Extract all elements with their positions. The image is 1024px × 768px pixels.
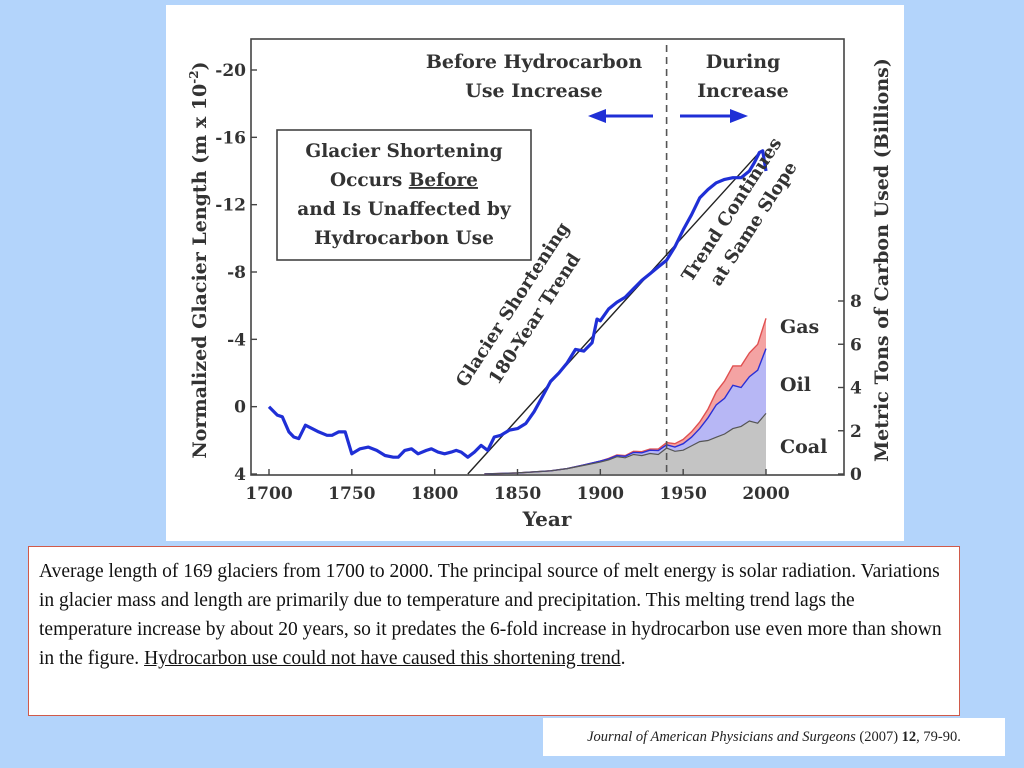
y-axis-left-label-close: ) <box>189 61 211 70</box>
y-right-tick-label: 4 <box>850 379 862 399</box>
chart-panel: 1700 1750 1800 1850 1900 1950 2000 -20 -16 -12 -8-… <box>166 5 904 541</box>
citation-volume: 12 <box>901 729 917 745</box>
tick-layer: 1700 1750 1800 1850 1900 1950 2000 -20 -16 -12 -8 -… <box>215 61 862 504</box>
coal-label: Coal <box>780 436 827 458</box>
x-tick-label: 2000 <box>742 484 789 504</box>
x-tick-label: 1900 <box>577 484 624 504</box>
glacier-line-layer <box>267 149 768 459</box>
plot-frame <box>250 38 845 476</box>
y-axis-left-label-main: Normalized Glacier Length (m x 10 <box>189 84 211 459</box>
y-right-tick-label: 8 <box>850 292 862 312</box>
y-left-tick-label: -4 <box>227 330 246 350</box>
box-line3: and Is Unaffected by <box>297 199 512 220</box>
glacier-length-line <box>267 149 768 459</box>
citation-pages: , 79-90. <box>916 729 961 745</box>
y-left-tick-label: -20 <box>215 61 246 81</box>
annotation-box <box>276 129 532 261</box>
citation-details: (2007) <box>855 729 902 745</box>
caption-box: Average length of 169 glaciers from 1700… <box>28 546 960 716</box>
y-right-tick-label: 2 <box>850 422 862 442</box>
box-line1: Glacier Shortening <box>305 141 502 162</box>
y-left-tick-label: 0 <box>234 398 246 418</box>
box-line2: Occurs Before <box>330 170 478 191</box>
trend-right-annotation: Trend Continues at Same Slope <box>678 134 802 290</box>
oil-area <box>484 348 766 474</box>
y-axis-left-label-exp: -2 <box>187 70 201 83</box>
during-annotation-line2: Increase <box>697 80 788 102</box>
box-line4: Hydrocarbon Use <box>314 228 494 249</box>
caption-end: . <box>620 648 626 669</box>
x-axis-label: Year <box>522 507 572 531</box>
trend-line <box>467 153 759 475</box>
x-tick-label: 1800 <box>411 484 458 504</box>
y-left-tick-label: -8 <box>227 263 246 283</box>
box-line2-prefix: Occurs <box>330 170 409 191</box>
x-tick-label: 1700 <box>245 484 292 504</box>
before-annotation-line2: Use Increase <box>465 80 602 102</box>
coal-area <box>484 413 766 474</box>
citation-journal: Journal of American Physicians and Surge… <box>587 729 856 745</box>
coal-line <box>484 413 767 475</box>
y-right-tick-label: 0 <box>850 465 862 485</box>
glacier-chart: 1700 1750 1800 1850 1900 1950 2000-20-16-12-8-… <box>187 38 893 531</box>
citation-box: Journal of American Physicians and Surge… <box>543 718 1005 756</box>
x-tick-label: 1850 <box>494 484 541 504</box>
x-tick-label: 1750 <box>328 484 375 504</box>
oil-label: Oil <box>780 374 811 396</box>
y-left-tick-label: 4 <box>234 465 246 485</box>
left-arrow <box>588 109 653 123</box>
right-arrow <box>680 109 748 123</box>
box-line2-underlined: Before <box>409 170 478 191</box>
before-annotation-line1: Before Hydrocarbon <box>426 51 643 73</box>
y-right-tick-label: 6 <box>850 335 862 355</box>
y-axis-left-label: Normalized Glacier Length (m x 10-2) <box>187 61 211 458</box>
x-tick-label: 1950 <box>660 484 707 504</box>
gas-label: Gas <box>780 316 819 338</box>
caption-underlined: Hydrocarbon use could not have caused th… <box>144 648 621 669</box>
during-annotation-line1: During <box>706 51 781 73</box>
carbon-area-layer <box>484 318 767 475</box>
y-left-tick-label: -12 <box>215 196 246 216</box>
y-left-tick-label: -16 <box>215 128 246 148</box>
y-axis-right-label: Metric Tons of Carbon Used (Billions) <box>871 58 893 462</box>
caption-text: Average length of 169 glaciers from 1700… <box>39 561 942 669</box>
